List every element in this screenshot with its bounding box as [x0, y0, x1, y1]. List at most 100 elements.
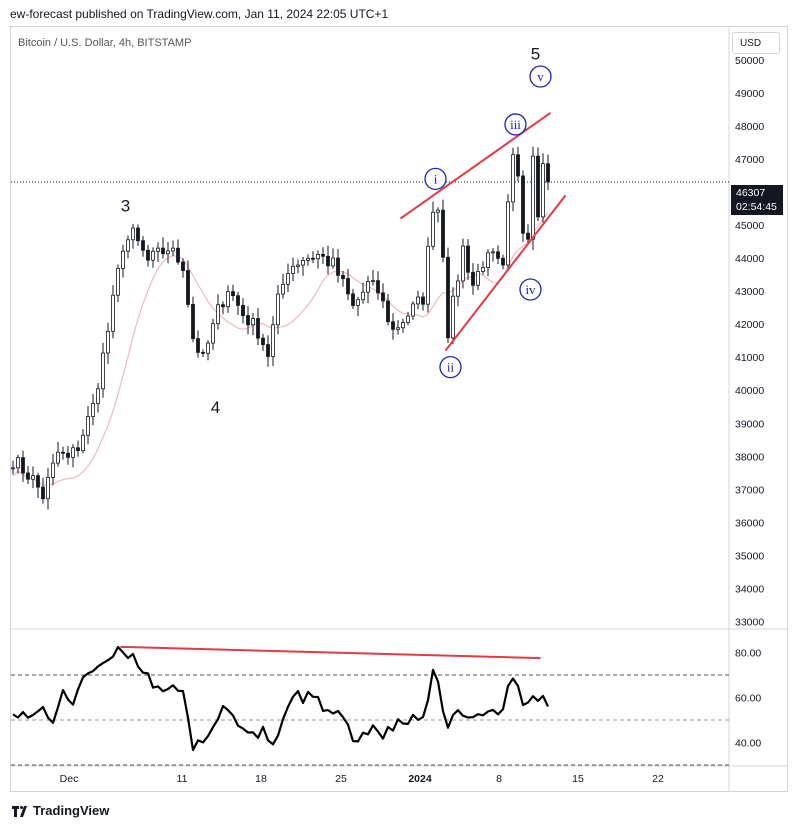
rsi-tick-label: 40.00: [735, 738, 761, 750]
price-tick-label: 44000: [735, 253, 764, 265]
candle-body: [241, 304, 245, 316]
candle-body: [306, 257, 310, 261]
candle: [496, 245, 500, 265]
candle-body: [526, 232, 530, 240]
candle: [346, 268, 350, 301]
candle: [401, 318, 405, 333]
rsi-tick-label: 60.00: [735, 693, 761, 705]
candle-body: [161, 247, 165, 255]
candle: [421, 292, 425, 311]
candle-body: [441, 209, 445, 258]
time-tick-label: 11: [177, 773, 188, 785]
candle-body: [266, 344, 270, 357]
candle: [221, 301, 225, 315]
candle: [261, 333, 265, 351]
candle: [21, 450, 25, 482]
candle: [231, 284, 235, 301]
candle: [171, 240, 175, 257]
candle-body: [501, 257, 505, 266]
candle-body: [426, 245, 430, 305]
price-tick-label: 50000: [735, 55, 764, 67]
candle-body: [141, 240, 145, 251]
candle-body: [61, 451, 65, 454]
candle: [316, 250, 320, 269]
price-tick-label: 49000: [735, 88, 764, 100]
tradingview-brand: TradingView: [33, 803, 110, 818]
candle: [71, 444, 75, 468]
last-price-badge: 46307 02:54:45: [731, 185, 783, 215]
wave-label: 3: [121, 196, 130, 215]
candle: [161, 237, 165, 259]
candle: [336, 249, 340, 283]
candle: [276, 284, 280, 335]
candle-body: [301, 259, 305, 266]
currency-button[interactable]: USD: [732, 32, 780, 54]
candle-body: [71, 447, 75, 458]
candle: [151, 247, 155, 268]
candle-body: [376, 280, 380, 294]
candle-body: [26, 472, 30, 480]
candle: [446, 247, 450, 344]
wedge-trendline: [444, 194, 567, 352]
candle: [376, 271, 380, 300]
rsi-pane: 80.00 60.00 40.00: [11, 645, 761, 766]
wave-label: 5: [531, 44, 540, 63]
publisher-line: ew-forecast published on TradingView.com…: [10, 7, 389, 21]
candle-body: [271, 324, 275, 357]
candle-body: [491, 251, 495, 254]
candle-body: [16, 457, 20, 469]
candle: [141, 236, 145, 257]
candle: [351, 288, 355, 310]
candle: [206, 340, 210, 361]
candle-body: [461, 245, 465, 282]
candle-body: [101, 352, 105, 390]
candle: [256, 308, 260, 346]
candle: [481, 261, 485, 275]
wave-label: iii: [510, 117, 521, 132]
candle-body: [231, 291, 235, 297]
last-price-countdown: 02:54:45: [736, 201, 777, 213]
candle: [271, 316, 275, 367]
candle: [91, 393, 95, 426]
candle-body: [176, 247, 180, 263]
candle-body: [326, 255, 330, 267]
candle: [41, 477, 45, 504]
candle-body: [416, 296, 420, 305]
candle: [131, 223, 135, 249]
candle: [46, 467, 50, 510]
candle-body: [121, 250, 125, 269]
candle: [491, 248, 495, 262]
candle-body: [251, 318, 255, 326]
candle: [411, 301, 415, 320]
candle-body: [436, 209, 440, 213]
candle-body: [456, 280, 460, 297]
wave-circle: [529, 65, 552, 88]
candle: [61, 446, 65, 460]
candle-body: [51, 462, 55, 478]
candle: [11, 460, 15, 475]
candle: [531, 146, 535, 251]
candle-body: [506, 201, 510, 266]
candle-body: [21, 457, 25, 474]
candle-body: [81, 434, 85, 452]
candle-body: [511, 154, 515, 203]
price-tick-label: 35000: [735, 550, 764, 562]
candle: [536, 147, 540, 222]
candle-body: [446, 256, 450, 339]
candle-body: [486, 252, 490, 268]
candle: [436, 207, 440, 223]
candle: [86, 406, 90, 445]
candle: [321, 247, 325, 264]
candle: [211, 318, 215, 350]
candle: [246, 306, 250, 335]
wave-label: iv: [525, 282, 536, 297]
candle-body: [86, 416, 90, 436]
tradingview-footer[interactable]: TradingView: [12, 803, 109, 818]
candle-body: [181, 261, 185, 271]
candle: [521, 170, 525, 243]
time-tick-label: 8: [496, 773, 502, 785]
candle-body: [341, 274, 345, 279]
candle-body: [246, 315, 250, 326]
price-pane: Bitcoin / U.S. Dollar, 4h, BITSTAMP 33000…: [10, 27, 788, 791]
